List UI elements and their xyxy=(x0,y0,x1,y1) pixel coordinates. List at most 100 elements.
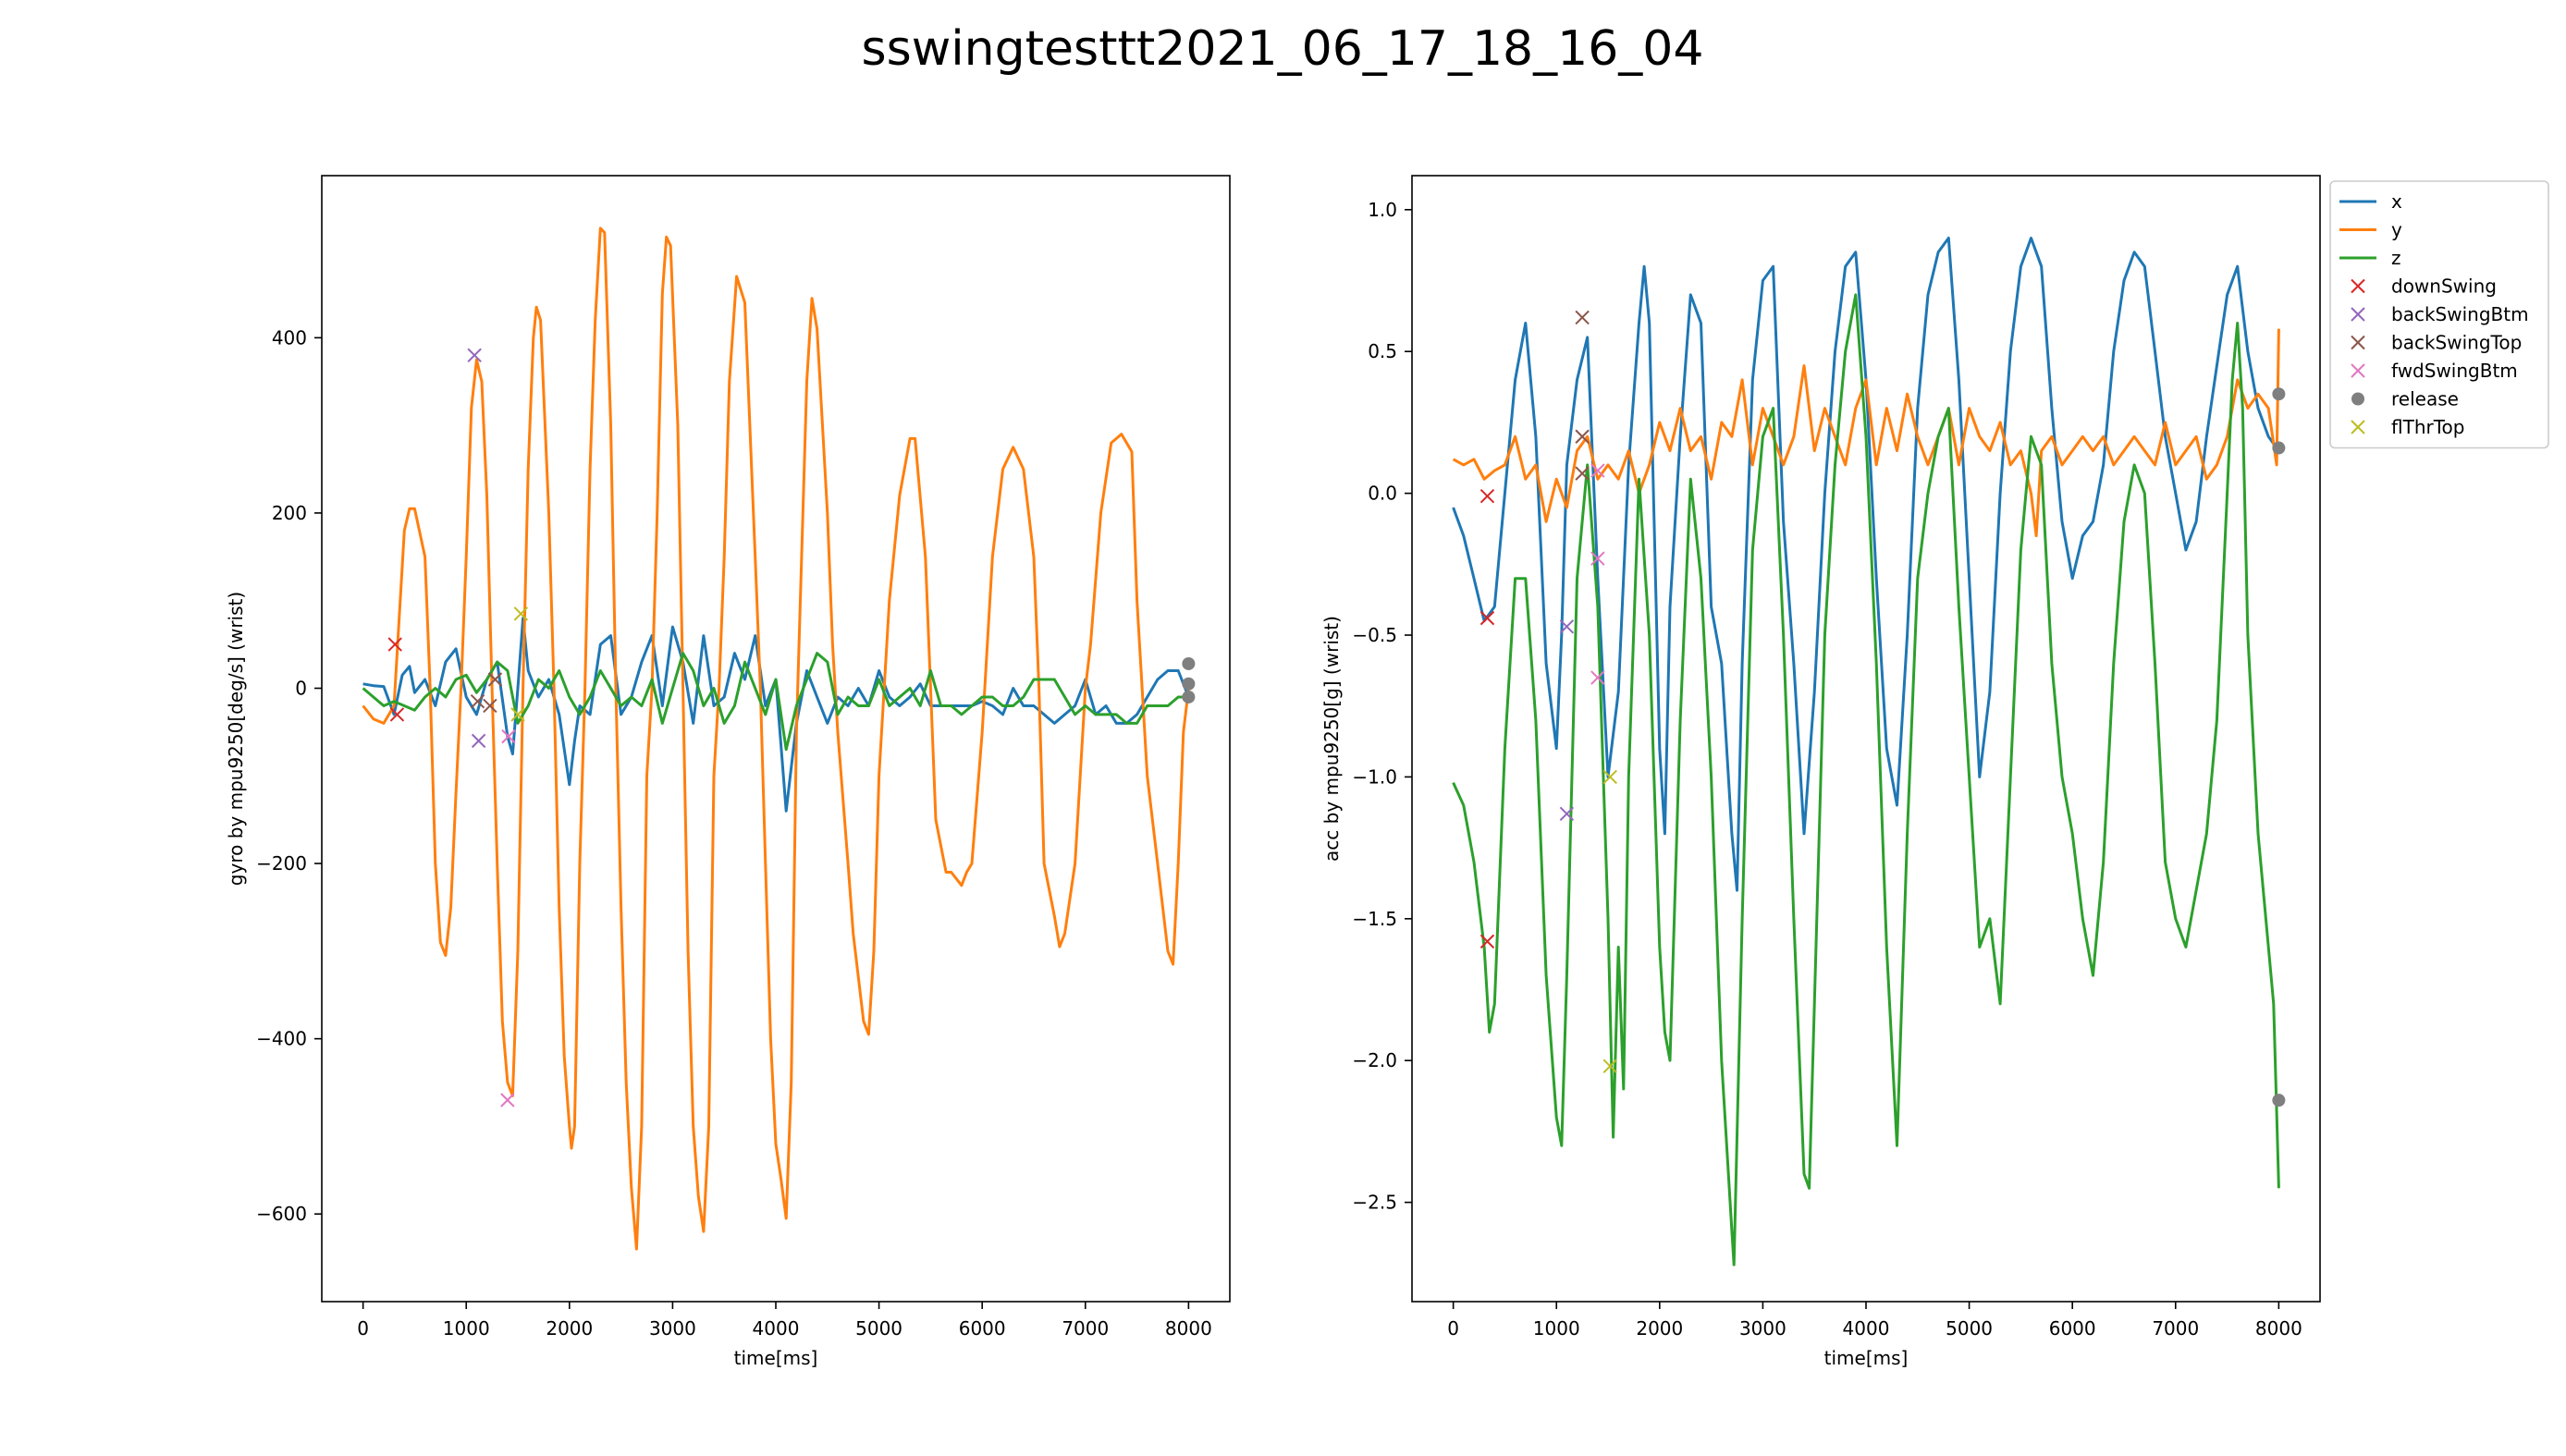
marker-downSwing xyxy=(1479,934,1495,949)
legend-label: y xyxy=(2391,219,2402,241)
marker-fwdSwingBtm xyxy=(1590,670,1605,685)
y-axis-label: gyro by mpu9250[deg/s] (wrist) xyxy=(225,592,247,886)
x-tick-label: 8000 xyxy=(2255,1317,2302,1340)
marker-downSwing xyxy=(389,707,405,722)
legend-item-z: z xyxy=(2339,247,2401,269)
series-line-z xyxy=(1452,293,2280,1266)
legend-item-x: x xyxy=(2339,190,2402,213)
legend-item-y: y xyxy=(2339,219,2402,241)
marker-downSwing xyxy=(1479,610,1495,626)
y-tick-label: −1.0 xyxy=(1352,765,1397,788)
legend-label: release xyxy=(2391,388,2459,410)
legend-swatch xyxy=(2351,307,2365,322)
marker-release xyxy=(1182,677,1196,691)
legend-box xyxy=(2329,180,2549,449)
series-line-y xyxy=(362,226,1190,1251)
x-axis-label: time[ms] xyxy=(1824,1347,1909,1369)
y-tick-label: −200 xyxy=(256,852,307,875)
x-tick-label: 2000 xyxy=(1636,1317,1683,1340)
x-tick-label: 0 xyxy=(357,1317,369,1340)
marker-release xyxy=(2272,441,2286,455)
marker-release xyxy=(1182,656,1196,670)
marker-backSwingBtm xyxy=(471,733,486,749)
gyro-chart: 0 1000 2000 3000 4000 5000 6000 7000 8000−600−40… xyxy=(225,175,1231,1369)
y-tick-label: −600 xyxy=(256,1203,307,1225)
marker-release xyxy=(1182,690,1196,704)
x-axis-label: time[ms] xyxy=(734,1347,818,1369)
legend-swatch xyxy=(2351,278,2365,294)
legend-label: flThrTop xyxy=(2391,416,2464,438)
x-tick-label: 8000 xyxy=(1165,1317,1212,1340)
marker-backSwingTop xyxy=(487,672,503,687)
marker-fwdSwingBtm xyxy=(500,1093,515,1107)
marker-backSwingTop xyxy=(1575,466,1590,481)
marker-release xyxy=(2272,387,2286,401)
x-tick-label: 6000 xyxy=(959,1317,1006,1340)
x-tick-label: 0 xyxy=(1447,1317,1459,1340)
y-tick-label: 400 xyxy=(272,326,307,349)
marker-backSwingTop xyxy=(1575,310,1590,325)
marker-fwdSwingBtm xyxy=(1590,551,1605,566)
series-line-z xyxy=(362,652,1189,752)
legend-item-backSwingTop: backSwingTop xyxy=(2351,332,2522,354)
legend-item-flThrTop: flThrTop xyxy=(2351,416,2464,438)
x-tick-label: 5000 xyxy=(855,1317,902,1340)
legend-label: downSwing xyxy=(2391,275,2497,298)
x-tick-label: 7000 xyxy=(1062,1317,1109,1340)
marker-flThrTop xyxy=(1602,769,1617,785)
x-tick-label: 4000 xyxy=(1843,1317,1890,1340)
marker-backSwingTop xyxy=(483,698,497,714)
series-line-y xyxy=(1452,328,2280,538)
legend-swatch xyxy=(2351,335,2365,350)
y-tick-label: −400 xyxy=(256,1028,307,1050)
y-axis-label: acc by mpu9250[g] (wrist) xyxy=(1320,616,1343,862)
marker-backSwingTop xyxy=(1575,429,1590,444)
x-tick-label: 3000 xyxy=(1739,1317,1786,1340)
marker-backSwingBtm xyxy=(467,348,482,363)
legend-label: x xyxy=(2391,190,2402,213)
legend-item-fwdSwingBtm: fwdSwingBtm xyxy=(2351,360,2518,382)
x-tick-label: 1000 xyxy=(443,1317,490,1340)
marker-flThrTop xyxy=(510,707,525,722)
legend-label: z xyxy=(2391,247,2401,269)
y-tick-label: 1.0 xyxy=(1368,199,1397,221)
x-tick-label: 6000 xyxy=(2049,1317,2096,1340)
legend-item-release: release xyxy=(2351,388,2459,410)
y-tick-label: 0 xyxy=(295,677,307,699)
y-tick-label: −2.5 xyxy=(1352,1192,1397,1214)
acc-chart: 0 1000 2000 3000 4000 5000 6000 7000 8000 −2.5 −2.… xyxy=(1320,175,2321,1369)
x-tick-label: 7000 xyxy=(2152,1317,2199,1340)
marker-flThrTop xyxy=(1602,1058,1617,1074)
x-tick-label: 4000 xyxy=(753,1317,800,1340)
marker-fwdSwingBtm xyxy=(501,728,516,744)
y-tick-label: −0.5 xyxy=(1352,624,1397,646)
figure-title: sswingtesttt2021_06_17_18_16_04 xyxy=(862,21,1704,77)
y-tick-label: −2.0 xyxy=(1352,1049,1397,1071)
legend-label: backSwingBtm xyxy=(2391,303,2529,325)
legend-label: fwdSwingBtm xyxy=(2391,360,2518,382)
marker-downSwing xyxy=(1479,488,1495,504)
legend-swatch xyxy=(2351,392,2364,406)
legend: xyz downSwing backSwingBtm backSwingTop fwdS… xyxy=(2329,180,2549,449)
marker-backSwingTop xyxy=(470,694,485,709)
series-line-x xyxy=(1452,237,2280,892)
marker-downSwing xyxy=(387,637,402,652)
marker-fwdSwingBtm xyxy=(1590,463,1605,478)
y-tick-label: −1.5 xyxy=(1352,908,1397,930)
marker-flThrTop xyxy=(513,606,529,621)
marker-release xyxy=(2272,1094,2286,1107)
marker-backSwingBtm xyxy=(1559,806,1575,822)
marker-backSwingBtm xyxy=(1559,619,1575,634)
y-tick-label: 200 xyxy=(272,502,307,524)
y-tick-label: 0.5 xyxy=(1368,340,1397,362)
legend-item-downSwing: downSwing xyxy=(2351,275,2497,298)
x-tick-label: 5000 xyxy=(1946,1317,1993,1340)
legend-item-backSwingBtm: backSwingBtm xyxy=(2351,303,2529,325)
legend-label: backSwingTop xyxy=(2391,332,2522,354)
legend-swatch xyxy=(2351,363,2365,378)
legend-swatch xyxy=(2351,420,2365,434)
x-tick-label: 1000 xyxy=(1533,1317,1580,1340)
x-tick-label: 3000 xyxy=(649,1317,696,1340)
x-tick-label: 2000 xyxy=(546,1317,593,1340)
